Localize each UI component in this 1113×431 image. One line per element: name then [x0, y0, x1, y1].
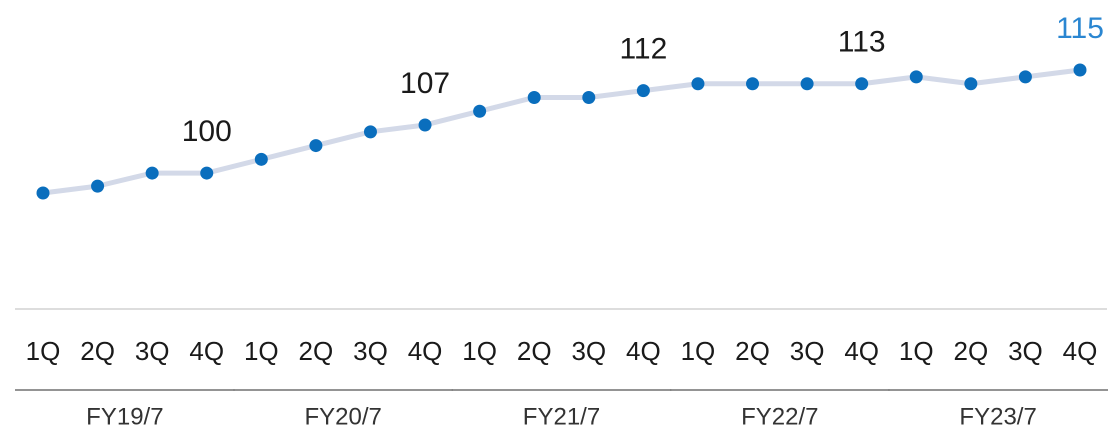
marker: [36, 186, 50, 200]
group-label: FY23/7: [959, 403, 1036, 430]
marker: [582, 90, 596, 104]
x-tick-label: 2Q: [517, 336, 552, 366]
group-label: FY19/7: [86, 403, 163, 430]
marker: [855, 77, 869, 91]
marker: [145, 166, 159, 180]
marker: [1073, 63, 1087, 77]
data-label: 107: [400, 67, 450, 100]
marker: [636, 84, 650, 98]
marker: [363, 125, 377, 139]
x-tick-label: 1Q: [681, 336, 716, 366]
x-tick-label: 2Q: [299, 336, 334, 366]
marker: [527, 90, 541, 104]
marker: [909, 70, 923, 84]
line: [42, 67, 1081, 196]
marker: [418, 118, 432, 132]
marker: [200, 166, 214, 180]
x-tick-label: 3Q: [1008, 336, 1043, 366]
group-label: FY20/7: [304, 403, 381, 430]
x-tick-label: 2Q: [953, 336, 988, 366]
x-tick-label: 4Q: [189, 336, 224, 366]
data-label: 115: [1056, 12, 1104, 45]
marker: [473, 104, 487, 118]
x-tick-label: 3Q: [135, 336, 170, 366]
x-tick-label: 4Q: [408, 336, 443, 366]
marker: [691, 77, 705, 91]
marker: [309, 139, 323, 153]
x-tick-label: 1Q: [462, 336, 497, 366]
marker: [91, 179, 105, 193]
marker: [746, 77, 760, 91]
x-tick-label: 1Q: [26, 336, 61, 366]
data-label: 112: [619, 33, 667, 66]
x-tick-label: 2Q: [80, 336, 115, 366]
x-tick-label: 4Q: [626, 336, 661, 366]
x-tick-label: 3Q: [353, 336, 388, 366]
x-tick-label: 1Q: [244, 336, 279, 366]
group-label: FY21/7: [523, 403, 600, 430]
x-tick-label: 4Q: [1063, 336, 1098, 366]
x-tick-label: 3Q: [790, 336, 825, 366]
marker: [800, 77, 814, 91]
marker: [964, 77, 978, 91]
data-label: 113: [838, 26, 886, 59]
marker: [1018, 70, 1032, 84]
x-tick-label: 3Q: [571, 336, 606, 366]
group-label: FY22/7: [741, 403, 818, 430]
x-tick-label: 4Q: [844, 336, 879, 366]
marker: [254, 152, 268, 166]
x-tick-label: 2Q: [735, 336, 770, 366]
x-tick-label: 1Q: [899, 336, 934, 366]
data-label: 100: [182, 115, 232, 148]
